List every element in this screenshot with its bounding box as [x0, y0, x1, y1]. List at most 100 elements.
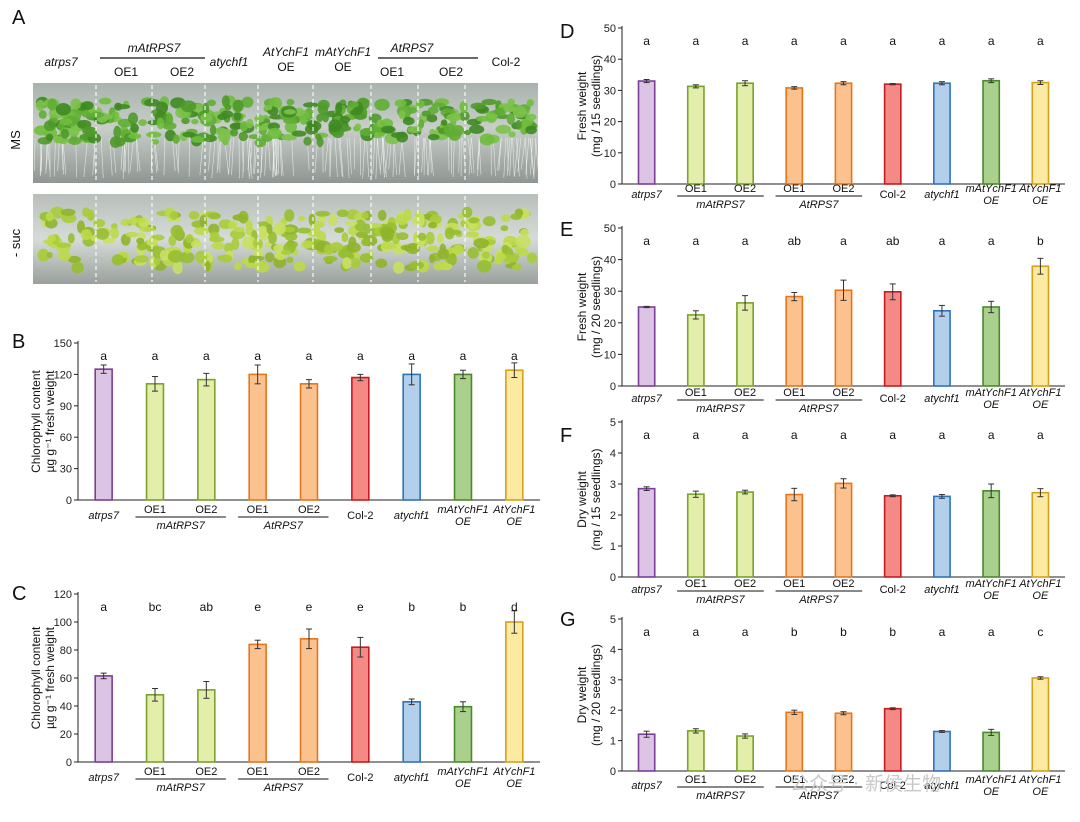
seedling-leaf [479, 133, 495, 146]
seedling-leaf [231, 237, 240, 250]
seedling-leaf [95, 228, 110, 240]
seedling-leaf [525, 113, 537, 121]
seedling-leaf [93, 218, 106, 228]
bar [736, 82, 754, 185]
y-axis-title-line: Chlorophyll content [29, 626, 43, 729]
y-axis-title: Chlorophyll contentµg g⁻¹ fresh weight [29, 626, 57, 729]
y-tick-label: 10 [604, 349, 616, 361]
category-label: atychf1 [924, 189, 959, 201]
significance-letter: a [692, 34, 699, 48]
significance-letter: a [643, 428, 650, 442]
bar [637, 733, 656, 772]
seedling-leaf [240, 120, 248, 132]
seedling-leaf [246, 118, 254, 129]
category-label: AtYchF1 OE [492, 504, 535, 528]
y-tick-label: 100 [54, 617, 72, 629]
seedling-root [338, 137, 343, 177]
y-axis-title-line: Dry weight [575, 470, 589, 527]
category-label: AtYchF1 OE [1018, 387, 1061, 411]
seedling-leaf [493, 259, 503, 265]
seedling-leaf [134, 255, 149, 263]
bar [736, 735, 754, 772]
seedling-leaf [346, 242, 361, 253]
seedling-leaf [165, 113, 174, 126]
category-label: OE2 [734, 387, 756, 399]
significance-letter: a [742, 625, 749, 639]
y-tick-label: 50 [604, 223, 616, 235]
y-tick-label: 60 [60, 432, 72, 444]
seedling-leaf [151, 139, 160, 145]
seedling-leaf [156, 117, 165, 130]
seedling-leaf [185, 234, 194, 244]
seedling-leaf [195, 250, 208, 264]
seedling-root [458, 137, 461, 173]
seedling-leaf [481, 251, 490, 259]
bar [197, 378, 216, 501]
seedling-leaf [120, 218, 130, 226]
seedling-leaf [67, 255, 82, 264]
seedling-leaf [268, 97, 283, 110]
seedling-leaf [254, 261, 270, 273]
seedling-leaf [111, 254, 125, 266]
seedling-leaf [426, 114, 438, 123]
seedling-leaf [303, 136, 312, 146]
seedling-leaf [133, 217, 146, 223]
seedling-leaf [60, 208, 76, 216]
seedling-leaf [252, 238, 263, 249]
seedling-leaf [109, 136, 122, 148]
seedling-leaf [446, 113, 461, 122]
seedling-root [401, 137, 406, 178]
y-axis-title: Dry weight(mg / 20 seedlings) [575, 644, 603, 746]
panel-letter-b: B [12, 331, 25, 353]
seedling-root [93, 137, 96, 175]
y-axis-title: Fresh weight(mg / 15 seedlings) [575, 55, 603, 157]
category-label: mAtYchF1 OE [965, 774, 1016, 798]
seedling-leaf [61, 213, 77, 224]
seedling-leaf [335, 101, 343, 114]
bar [248, 373, 267, 501]
photo-column-label: OE2 [170, 65, 194, 79]
significance-letter: a [692, 428, 699, 442]
category-label: OE1 [783, 578, 805, 590]
seedling-leaf [463, 129, 471, 136]
seedling-leaf [71, 261, 84, 274]
seedling-root [172, 137, 176, 171]
photo-column-label: Col-2 [492, 55, 521, 69]
seedling-leaf [308, 120, 322, 132]
seedling-leaf [217, 113, 228, 120]
seedling-leaf [293, 261, 306, 272]
category-label: AtYchF1 OE [1018, 183, 1061, 207]
seedling-root [366, 137, 370, 178]
seedling-leaf [501, 244, 510, 253]
seedling-leaf [468, 124, 485, 135]
seedling-leaf [204, 260, 211, 272]
seedling-leaf [230, 128, 239, 137]
category-label: OE2 [734, 578, 756, 590]
bar [197, 689, 216, 763]
bar [883, 83, 902, 185]
seedling-leaf [520, 228, 530, 237]
seedling-leaf [172, 261, 183, 275]
y-tick-label: 2 [610, 705, 616, 717]
seedling-root [414, 137, 416, 176]
seedling-leaf [359, 127, 376, 137]
seedling-leaf [486, 113, 498, 120]
seedling-leaf [284, 121, 297, 133]
category-label: Col-2 [880, 189, 906, 201]
seedling-root [478, 137, 482, 175]
seedling-leaf [283, 118, 297, 124]
seedling-leaf [459, 101, 468, 114]
seedling-leaf [462, 206, 473, 218]
seedling-leaf [146, 238, 158, 247]
category-label: Col-2 [880, 584, 906, 596]
seedling-leaf [468, 217, 480, 224]
seedling-root [136, 137, 141, 172]
category-label: OE1 [247, 766, 269, 778]
panel-letter-g: G [560, 609, 576, 631]
seedling-leaf [211, 242, 226, 250]
bar [686, 730, 705, 772]
category-label: mAtYchF1 OE [437, 766, 488, 790]
seedling-leaf [436, 233, 444, 244]
seedling-leaf [415, 99, 425, 109]
